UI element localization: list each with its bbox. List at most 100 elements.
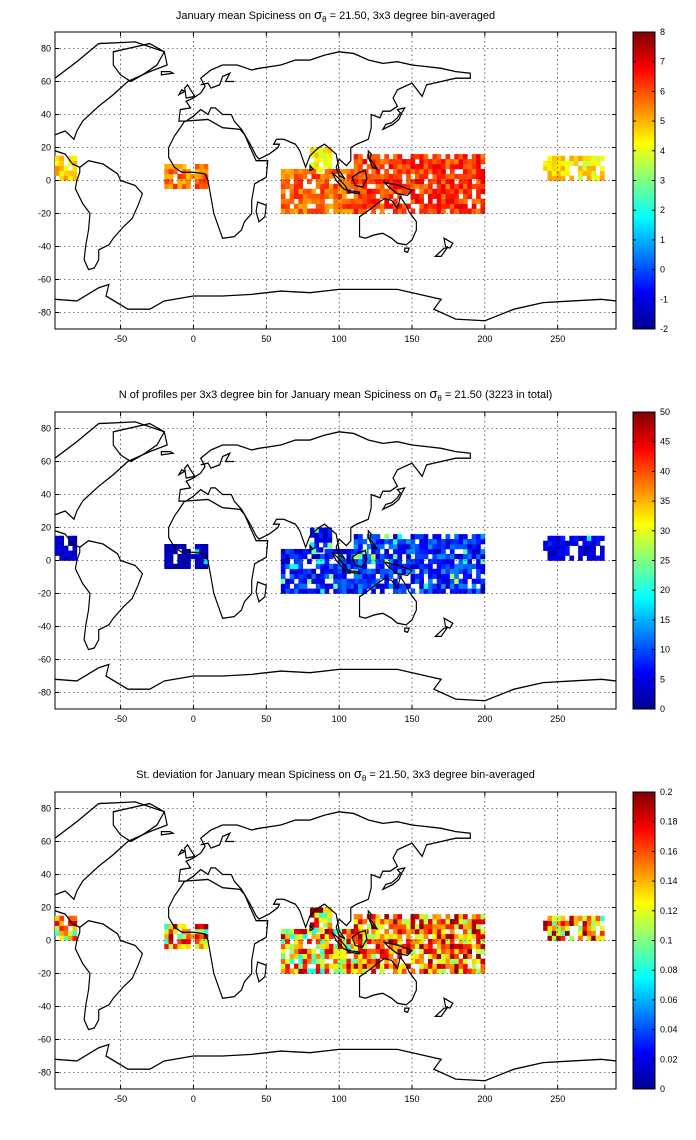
heatmap-cell <box>362 159 368 165</box>
heatmap-cell <box>406 919 411 925</box>
heatmap-cell <box>454 943 459 950</box>
heatmap-cell <box>560 935 566 941</box>
heatmap-cell <box>72 550 78 556</box>
heatmap-cell <box>543 160 548 166</box>
heatmap-cell <box>449 203 455 209</box>
heatmap-cell <box>379 178 385 185</box>
heatmap-cell <box>551 555 557 561</box>
heatmap-cell <box>168 544 174 550</box>
heatmap-cell <box>458 578 464 584</box>
x-tick-label: 50 <box>261 334 271 344</box>
heatmap-cell <box>320 208 325 214</box>
heatmap-cell <box>388 558 394 565</box>
heatmap-cell <box>547 160 553 166</box>
heatmap-cell <box>384 573 389 579</box>
heatmap-cell <box>591 170 596 176</box>
heatmap-cell <box>342 193 347 199</box>
heatmap-cell <box>467 558 473 565</box>
x-tick-label: 0 <box>191 334 196 344</box>
heatmap-cell <box>410 154 416 160</box>
heatmap-cell <box>432 558 438 565</box>
heatmap-cell <box>366 578 372 584</box>
heatmap-cell <box>449 583 455 589</box>
heatmap-cell <box>280 963 286 969</box>
heatmap-cell <box>476 178 481 185</box>
heatmap-cell <box>199 178 204 185</box>
heatmap-cell <box>397 178 403 185</box>
heatmap-cell <box>358 914 363 920</box>
heatmap-cell <box>397 568 403 574</box>
heatmap-cell <box>449 183 455 190</box>
heatmap-cell <box>406 568 411 574</box>
heatmap-cell <box>401 188 407 194</box>
heatmap-cell <box>366 558 372 565</box>
heatmap-cell <box>379 208 385 214</box>
heatmap-cell <box>164 178 169 185</box>
heatmap-cell <box>353 178 359 185</box>
heatmap-cell <box>324 173 330 180</box>
heatmap-cell <box>375 928 381 935</box>
heatmap-cell <box>449 178 455 185</box>
heatmap-cell <box>375 548 381 555</box>
x-tick-label: 0 <box>191 714 196 724</box>
heatmap-cell <box>428 963 433 969</box>
heatmap-cell <box>595 175 601 181</box>
heatmap-cell <box>445 963 451 969</box>
heatmap-cell <box>307 193 312 199</box>
heatmap-cell <box>315 563 321 570</box>
map-panel-1: January mean Spiciness on σθ = 21.50, 3x… <box>38 7 668 344</box>
heatmap-cell <box>384 539 389 545</box>
heatmap-cell <box>419 968 424 974</box>
heatmap-cell <box>397 553 403 560</box>
heatmap-cell <box>436 573 442 579</box>
heatmap-cell <box>177 544 183 550</box>
heatmap-cell <box>441 183 446 190</box>
heatmap-cell <box>569 540 575 546</box>
heatmap-cell <box>314 917 320 923</box>
heatmap-cell <box>582 545 588 551</box>
heatmap-cell <box>397 914 403 920</box>
heatmap-cell <box>353 193 359 199</box>
heatmap-cell <box>578 535 583 541</box>
heatmap-cell <box>599 165 605 171</box>
heatmap-cell <box>203 544 209 550</box>
x-tick-label: 100 <box>332 1094 347 1104</box>
heatmap-cell <box>454 933 459 940</box>
heatmap-cell <box>397 188 403 194</box>
heatmap-cell <box>454 198 459 204</box>
heatmap-cell <box>353 968 359 974</box>
heatmap-cell <box>315 968 321 974</box>
heatmap-cell <box>454 924 459 930</box>
heatmap-cell <box>324 568 330 574</box>
heatmap-cell <box>573 160 579 166</box>
heatmap-cell <box>467 968 473 974</box>
heatmap-cell <box>454 164 459 170</box>
heatmap-cell <box>199 164 204 170</box>
heatmap-cell <box>547 545 553 551</box>
heatmap-cell <box>181 928 187 935</box>
heatmap-cell <box>393 183 398 190</box>
heatmap-cell <box>311 958 317 964</box>
heatmap-cell <box>181 168 187 175</box>
heatmap-cells <box>55 147 605 214</box>
heatmap-cell <box>449 553 455 560</box>
heatmap-cell <box>358 948 363 954</box>
heatmap-cell <box>285 173 290 180</box>
heatmap-cell <box>471 154 477 160</box>
heatmap-cell <box>471 534 477 540</box>
panel-title-subscript: θ <box>437 394 442 403</box>
heatmap-cell <box>72 935 78 941</box>
heatmap-cell <box>324 588 330 594</box>
heatmap-cell <box>401 563 407 570</box>
heatmap-cell <box>428 588 433 594</box>
heatmap-cell <box>432 963 438 969</box>
heatmap-cell <box>342 188 347 194</box>
heatmap-cell <box>327 162 333 168</box>
heatmap-cell <box>346 958 352 964</box>
heatmap-cell <box>353 573 359 579</box>
heatmap-cell <box>337 968 343 974</box>
heatmap-cell <box>401 924 407 930</box>
heatmap-cell <box>194 173 200 180</box>
